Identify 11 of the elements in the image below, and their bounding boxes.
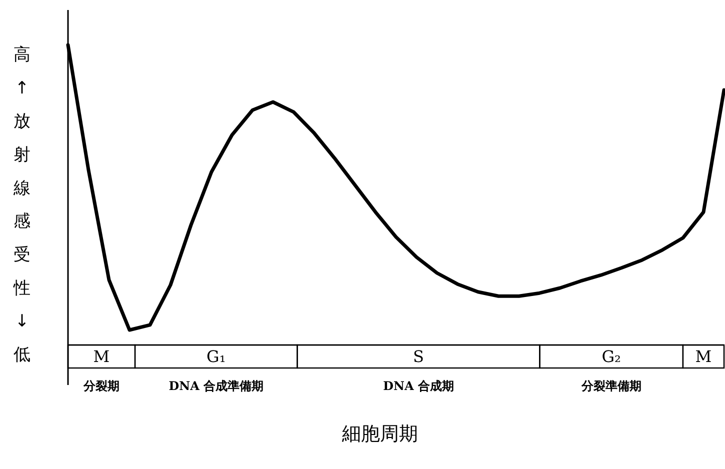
x-axis-title: 細胞周期: [341, 423, 418, 445]
text: G₂: [602, 347, 621, 366]
text: DNA 合成期: [383, 379, 454, 393]
text: DNA 合成準備期: [168, 379, 264, 393]
text: G₁: [206, 347, 226, 366]
text: 高↑放射線感受性↓低: [14, 45, 30, 365]
text: 分裂期: [82, 379, 120, 393]
text: M: [93, 347, 110, 366]
text: 分裂準備期: [580, 379, 642, 393]
text: M: [695, 347, 712, 366]
text: S: [413, 347, 424, 366]
